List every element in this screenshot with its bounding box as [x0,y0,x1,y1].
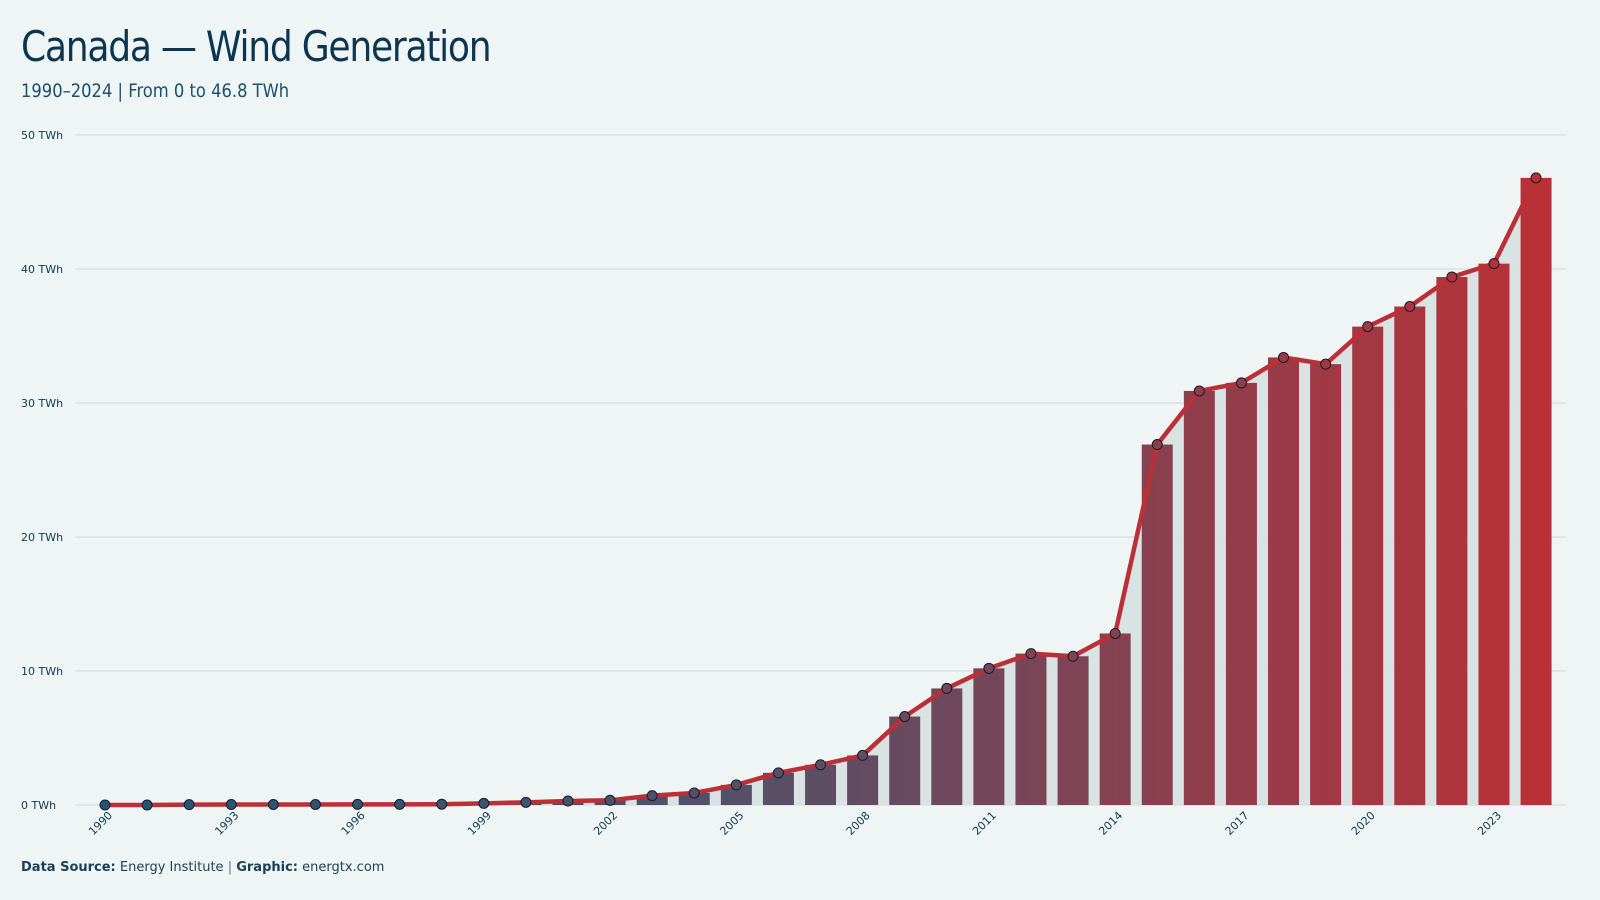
bar [1394,306,1426,805]
x-tick-label: 2005 [717,809,746,838]
data-point [1404,301,1416,313]
x-tick-label: 2020 [1349,809,1378,838]
data-point [857,749,869,761]
data-point [478,797,490,809]
y-tick-label: 50 TWh [21,129,63,142]
chart-title: Canada — Wind Generation [21,22,492,71]
data-point [520,796,532,808]
y-tick-label: 30 TWh [21,397,63,410]
data-point [1109,627,1121,639]
bar [678,792,710,805]
y-tick-label: 40 TWh [21,263,63,276]
data-point [730,779,742,791]
graphic-label: Graphic: [236,860,298,875]
data-point [267,798,279,810]
data-point [1530,172,1542,184]
data-point [309,798,321,810]
data-point [1362,321,1374,333]
data-point [99,799,111,811]
bar [1310,364,1342,805]
bar [1225,382,1257,805]
footer: Data Source: Energy Institute | Graphic:… [21,860,384,875]
data-point [1488,258,1500,270]
bar [1015,653,1047,805]
data-point [815,759,827,771]
bar [931,688,963,805]
x-tick-label: 2011 [970,809,999,838]
data-point [941,682,953,694]
data-point [604,794,616,806]
x-tick-label: 2014 [1096,809,1125,838]
bar [1436,277,1468,805]
y-tick-label: 10 TWh [21,665,63,678]
data-point [1067,650,1079,662]
source-label: Data Source: [21,860,116,875]
x-tick-label: 2008 [844,809,873,838]
data-point [983,662,995,674]
data-point [394,798,406,810]
footer-separator: | [227,860,233,875]
source-value: Energy Institute [119,860,224,875]
bar [847,755,879,805]
data-point [141,799,153,811]
graphic-value: energtx.com [302,860,385,875]
bar [1099,633,1131,805]
data-point [1278,351,1290,363]
y-axis-labels: 0 TWh 10 TWh 20 TWh 30 TWh 40 TWh 50 TWh [21,129,63,812]
data-point [352,798,364,810]
data-point [436,798,448,810]
data-point [225,798,237,810]
x-tick-label: 1990 [86,809,115,838]
bar [1183,390,1215,805]
chart-subtitle: 1990–2024 | From 0 to 46.8 TWh [21,80,290,102]
bar [805,764,837,805]
bar [1268,357,1300,805]
bar [1520,177,1552,805]
bar [973,668,1005,805]
x-tick-label: 2002 [591,809,620,838]
bar [1057,656,1089,805]
y-tick-label: 0 TWh [21,799,56,812]
data-point [688,787,700,799]
data-point [1235,377,1247,389]
x-axis-labels: 1990 1993 1996 1999 2002 2005 2008 2011 2014 2017… [86,809,1504,838]
data-point [1025,648,1037,660]
y-tick-label: 20 TWh [21,531,63,544]
area-fill-shape [105,177,1537,805]
data-point [1193,385,1205,397]
data-point [1151,439,1163,451]
x-tick-label: 1999 [465,809,494,838]
bar [1352,326,1384,805]
x-tick-label: 2017 [1223,809,1252,838]
bar [1141,444,1173,805]
data-point [646,790,658,802]
data-point [899,711,911,723]
bars [173,177,1552,805]
data-point [772,767,784,779]
bar [1478,263,1510,805]
data-point [1320,358,1332,370]
x-tick-label: 1996 [339,809,368,838]
bar [889,716,921,805]
bar [720,784,752,805]
data-point [1446,271,1458,283]
data-point [562,795,574,807]
x-tick-label: 2023 [1475,809,1504,838]
area-fill [105,177,1537,805]
trend-points [99,172,1542,811]
x-tick-label: 1993 [212,809,241,838]
data-point [183,799,195,811]
